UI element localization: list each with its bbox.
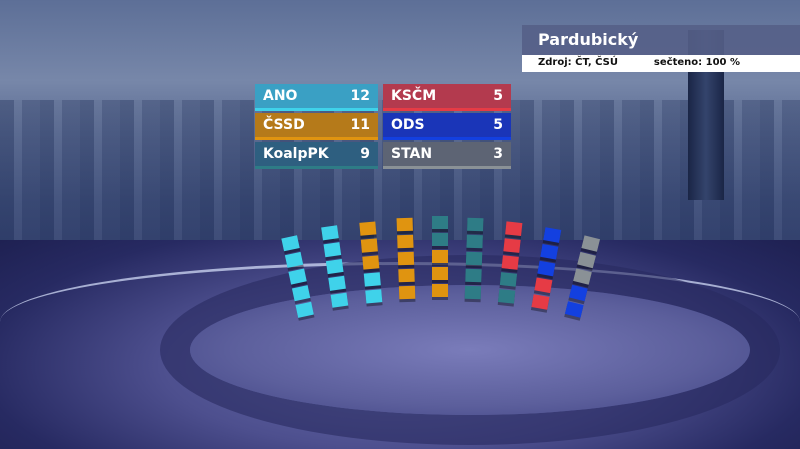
- seat-block: [432, 216, 448, 229]
- seat-block: [325, 258, 344, 275]
- seat-block: [503, 238, 521, 253]
- party-seats: 11: [350, 117, 370, 133]
- seat-column: [432, 216, 448, 301]
- seat-block: [396, 217, 413, 232]
- seat-block: [365, 289, 383, 304]
- seat-column: [396, 217, 416, 304]
- seat-block: [362, 255, 380, 270]
- seat-block: [577, 251, 596, 269]
- seat-block: [432, 233, 448, 246]
- seat-block: [360, 238, 378, 253]
- seat-block: [464, 285, 482, 300]
- seat-block: [330, 292, 349, 308]
- party-seats: 5: [493, 117, 503, 133]
- seat-block: [284, 251, 304, 268]
- party-name: ODS: [391, 117, 425, 133]
- seat-block: [531, 294, 550, 310]
- party-name: ČSSD: [263, 117, 305, 133]
- party-seats: 5: [493, 88, 503, 104]
- seat-block: [466, 234, 483, 249]
- source-text: Zdroj: ČT, ČSÚ: [538, 57, 618, 68]
- party-name: KSČM: [391, 88, 437, 104]
- seat-block: [397, 234, 414, 249]
- seat-block: [291, 285, 311, 302]
- seat-block: [281, 235, 300, 252]
- seat-block: [501, 255, 519, 270]
- seat-block: [467, 217, 484, 232]
- seat-block: [465, 268, 482, 283]
- seat-block: [432, 284, 448, 297]
- seat-block: [505, 221, 523, 236]
- seat-block: [328, 275, 346, 291]
- counted-text: sečteno: 100 %: [653, 57, 740, 68]
- seat-block: [569, 284, 588, 302]
- seat-block: [359, 221, 377, 236]
- seat-block: [573, 268, 592, 285]
- party-box: STAN 3: [383, 142, 511, 169]
- seat-block: [540, 243, 559, 260]
- seat-block: [398, 268, 415, 283]
- seat-block: [498, 289, 516, 304]
- party-box: ČSSD 11: [255, 113, 378, 140]
- seat-block: [323, 242, 342, 258]
- party-name: STAN: [391, 146, 433, 162]
- seat-block: [465, 251, 483, 266]
- seat-block: [432, 267, 448, 280]
- seat-block: [581, 235, 601, 252]
- party-seats: 3: [493, 146, 503, 162]
- seat-column: [464, 217, 484, 304]
- seat-block: [432, 250, 448, 263]
- seat-block: [295, 301, 314, 318]
- seat-block: [398, 285, 416, 300]
- seat-block: [564, 301, 584, 318]
- seat-block: [543, 227, 562, 243]
- party-box: KoalpPK 9: [255, 142, 378, 169]
- seat-block: [534, 277, 553, 294]
- party-seats: 12: [350, 88, 370, 104]
- region-title: Pardubický: [522, 25, 800, 55]
- seat-block: [397, 251, 415, 266]
- party-name: ANO: [263, 88, 298, 104]
- seat-block: [499, 272, 518, 287]
- seat-block: [288, 268, 307, 285]
- party-name: KoalpPK: [263, 146, 329, 162]
- party-box: KSČM 5: [383, 84, 511, 111]
- party-box: ODS 5: [383, 113, 511, 140]
- source-bar: Zdroj: ČT, ČSÚ sečteno: 100 %: [522, 55, 800, 72]
- party-seats: 9: [360, 146, 370, 162]
- seat-block: [363, 272, 381, 287]
- seat-block: [537, 260, 556, 277]
- seat-block: [321, 225, 339, 241]
- party-box: ANO 12: [255, 84, 378, 111]
- stage-disc: [190, 285, 750, 415]
